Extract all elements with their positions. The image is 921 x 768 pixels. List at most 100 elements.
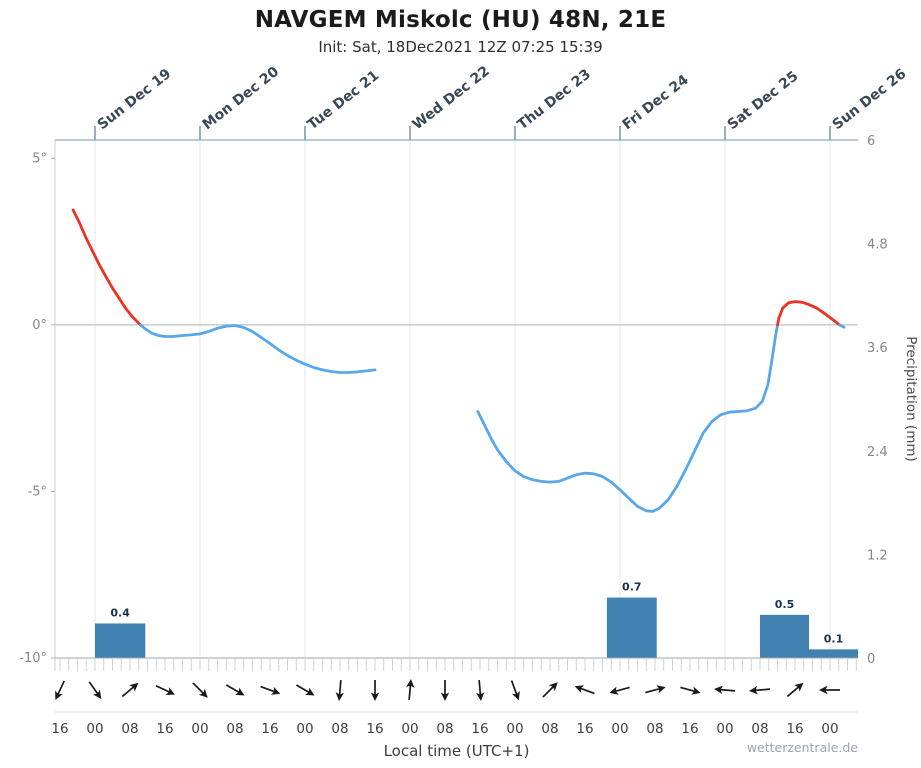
hour-label: 16 (366, 721, 383, 737)
precip-bar-value: 0.1 (824, 632, 844, 645)
wind-arrow-head (548, 682, 558, 692)
wind-arrow-shaft (88, 681, 100, 696)
hour-label: 00 (296, 721, 313, 737)
temp-tick-label: -5° (28, 484, 47, 499)
precip-bar (94, 623, 146, 658)
day-label: Thu Dec 23 (515, 66, 594, 133)
precip-tick-label: 0 (867, 652, 875, 667)
wind-arrow (714, 685, 736, 694)
wind-arrow (440, 680, 450, 701)
wind-arrow-head (691, 686, 701, 695)
wind-arrow (645, 685, 666, 694)
chart-subtitle: Init: Sat, 18Dec2021 12Z 07:25 15:39 (318, 38, 603, 56)
day-label: Mon Dec 20 (200, 64, 283, 134)
wind-arrow-head (370, 692, 380, 701)
hour-label: 16 (156, 721, 173, 737)
day-label: Sun Dec 26 (830, 66, 910, 133)
hour-label: 00 (401, 721, 418, 737)
wind-arrow (609, 686, 630, 695)
wind-arrow (88, 681, 102, 700)
wind-arrow-head (749, 686, 758, 695)
hour-label: 08 (646, 721, 663, 737)
wind-arrow-head (270, 686, 281, 695)
hour-label: 16 (786, 721, 803, 737)
wind-arrow-shaft (260, 685, 276, 693)
wind-arrow (574, 685, 595, 695)
wind-arrow (542, 682, 558, 698)
day-label: Sun Dec 19 (95, 66, 175, 133)
wind-arrow-head (129, 682, 139, 692)
wind-arrow-shaft (408, 683, 412, 701)
precip-axis-title: Precipitation (mm) (903, 336, 919, 462)
wind-arrow-shaft (680, 686, 697, 693)
wind-arrow (370, 680, 380, 701)
precip-tick-label: 3.6 (867, 341, 888, 356)
wind-arrow-head (235, 687, 245, 696)
temperature-curve-segment (139, 323, 377, 374)
precip-bar (808, 649, 858, 658)
hour-label: 08 (121, 721, 138, 737)
wind-arrow-head (609, 686, 619, 695)
precip-tick-label: 6 (867, 134, 875, 149)
wind-arrow-shaft (786, 685, 801, 698)
hour-label: 00 (716, 721, 733, 737)
day-label: Fri Dec 24 (620, 72, 692, 133)
wind-arrow (476, 679, 485, 701)
precip-tick-label: 4.8 (867, 238, 888, 253)
hour-label: 16 (261, 721, 278, 737)
wind-arrow (510, 680, 520, 701)
wind-arrow (786, 682, 804, 698)
wind-arrow-shaft (295, 684, 311, 694)
hour-label: 08 (751, 721, 768, 737)
wind-arrow-shaft (121, 685, 136, 698)
wind-arrow-head (476, 692, 485, 701)
hour-label: 16 (51, 721, 68, 737)
hour-label: 00 (506, 721, 523, 737)
wind-arrow (155, 685, 175, 695)
wind-arrow-shaft (718, 688, 736, 692)
precip-bar-value: 0.5 (775, 598, 795, 611)
wind-arrow-head (794, 682, 804, 692)
wind-arrow-shaft (225, 684, 241, 694)
chart-title: NAVGEM Miskolc (HU) 48N, 21E (254, 7, 667, 33)
precip-bar (759, 614, 809, 658)
day-label: Tue Dec 21 (305, 68, 383, 134)
hour-label: 00 (191, 721, 208, 737)
wind-arrow-head (511, 690, 520, 701)
hour-label: 00 (821, 721, 838, 737)
wind-arrow-head (165, 687, 175, 695)
wind-arrow-shaft (753, 688, 771, 692)
wind-arrow-shaft (478, 679, 482, 697)
temperature-curve-segment (776, 300, 841, 327)
wind-arrow (406, 679, 415, 701)
wind-arrow-shaft (645, 687, 662, 694)
hour-label: 08 (436, 721, 453, 737)
hour-label: 00 (86, 721, 103, 737)
hour-label: 08 (226, 721, 243, 737)
wind-arrow-head (406, 679, 415, 688)
wind-arrow-head (198, 688, 208, 698)
precip-bar-value: 0.7 (622, 581, 642, 594)
wind-arrow-head (819, 685, 828, 695)
temp-tick-label: 0° (32, 318, 47, 333)
wind-arrow (819, 685, 840, 695)
wind-arrow (295, 684, 315, 696)
wind-arrow (335, 679, 344, 701)
precip-bar (606, 597, 657, 658)
temp-tick-label: 5° (32, 151, 47, 166)
precip-bar-value: 0.4 (110, 606, 130, 619)
hour-label: 16 (681, 721, 698, 737)
wind-arrow-head (440, 692, 450, 701)
wind-arrow-shaft (338, 679, 342, 697)
temperature-curve-segment (476, 323, 779, 513)
day-label: Sat Dec 25 (725, 68, 802, 133)
wind-arrow-shaft (56, 680, 65, 696)
wind-arrow-head (305, 687, 315, 696)
wind-arrow-shaft (192, 682, 205, 695)
wind-arrow (192, 682, 208, 698)
wind-arrow (749, 686, 771, 695)
x-axis-title: Local time (UTC+1) (383, 742, 530, 760)
wind-arrow-shaft (510, 680, 518, 696)
